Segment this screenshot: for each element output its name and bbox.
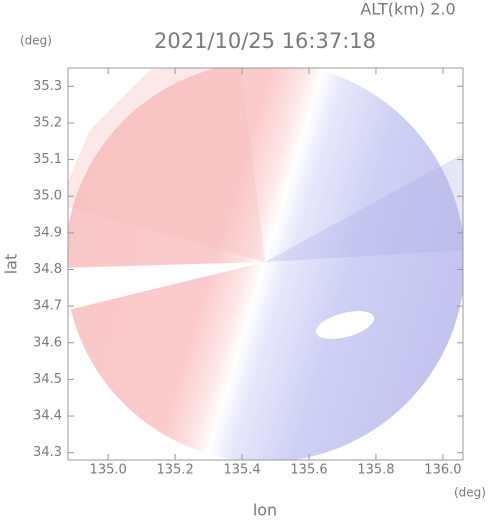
velocity-field bbox=[68, 68, 463, 460]
x-tick-label: 135.8 bbox=[357, 463, 394, 478]
x-tick-label: 135.0 bbox=[90, 463, 127, 478]
x-tick-label: 135.4 bbox=[223, 463, 260, 478]
field-shade bbox=[265, 153, 463, 262]
y-tick-label: 35.3 bbox=[33, 79, 62, 94]
y-tick-label: 35.0 bbox=[33, 189, 62, 204]
altitude-label: ALT(km) 2.0 bbox=[360, 0, 455, 19]
y-tick-label: 34.6 bbox=[33, 335, 62, 350]
y-unit: (deg) bbox=[20, 34, 52, 48]
y-tick-label: 34.3 bbox=[33, 445, 62, 460]
y-tick-label: 35.2 bbox=[33, 115, 62, 130]
plot-frame bbox=[67, 67, 464, 461]
no-echo-area bbox=[68, 68, 167, 182]
field-shade bbox=[68, 68, 265, 262]
x-tick-label: 135.6 bbox=[290, 463, 327, 478]
radar-field bbox=[68, 68, 463, 460]
y-tick-label: 35.1 bbox=[33, 152, 62, 167]
no-echo-blob bbox=[315, 311, 375, 339]
y-tick-label: 34.5 bbox=[33, 372, 62, 387]
y-tick-label: 34.7 bbox=[33, 299, 62, 314]
y-tick-label: 34.4 bbox=[33, 409, 62, 424]
x-tick-label: 136.0 bbox=[424, 463, 461, 478]
y-axis-label: lat bbox=[2, 254, 21, 275]
y-tick-label: 34.8 bbox=[33, 262, 62, 277]
chart-title: 2021/10/25 16:37:18 bbox=[154, 29, 376, 53]
x-unit: (deg) bbox=[454, 486, 486, 500]
y-tick-label: 34.9 bbox=[33, 225, 62, 240]
x-tick-label: 135.2 bbox=[157, 463, 194, 478]
no-echo-wedge bbox=[68, 262, 265, 311]
x-axis-label: lon bbox=[253, 501, 277, 520]
